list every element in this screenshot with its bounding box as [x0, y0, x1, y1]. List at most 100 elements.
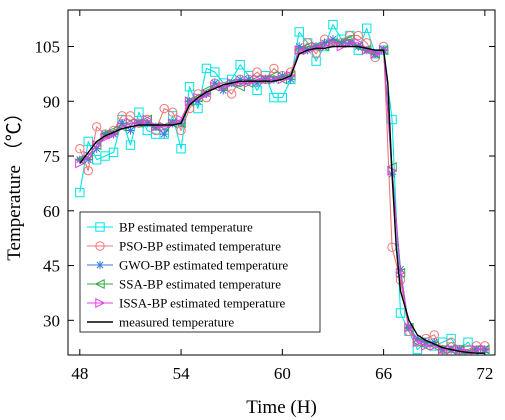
series-layer [74, 19, 491, 355]
legend-item: ISSA-BP estimated temperature [87, 296, 286, 311]
series-3-point [210, 78, 220, 88]
series-1-point [328, 19, 338, 30]
series-1-point [311, 56, 321, 66]
series-5-point [286, 70, 297, 81]
series-1-point [108, 147, 119, 158]
legend: BP estimated temperature PSO-BP estimated… [79, 211, 321, 333]
plot-frame [67, 9, 496, 356]
series-1-point [235, 60, 245, 70]
series-2-point [83, 165, 93, 176]
series-3-point [75, 155, 85, 164]
series-1-point [277, 92, 288, 103]
legend-swatch-marker [95, 241, 105, 251]
series-2-point [269, 63, 279, 74]
series-5-point [294, 45, 305, 56]
legend-item: measured temperature [87, 315, 234, 330]
series-5-point [471, 344, 482, 355]
series-3-point [286, 75, 295, 84]
series-3-point [143, 118, 152, 128]
legend-item: GWO-BP estimated temperature [87, 258, 288, 273]
series-5-point [370, 48, 381, 59]
y-tick-label: 45 [43, 257, 60, 276]
series-3-point [160, 129, 169, 139]
series-3-point [278, 71, 287, 80]
series-5-point [91, 140, 103, 151]
series-2-point [125, 111, 136, 121]
series-1-point [463, 337, 473, 347]
series-1-point [395, 308, 406, 318]
series-2-point [227, 89, 237, 99]
y-axis-title: Temperature （℃） [3, 103, 25, 260]
series-3-point [252, 78, 262, 88]
series-5-point [345, 37, 356, 48]
series-5-point [75, 158, 86, 169]
x-tick-label: 72 [476, 364, 493, 383]
y-tick-label: 30 [43, 311, 60, 330]
series-5-point [446, 344, 457, 355]
series-5-point [227, 78, 238, 89]
series-1-point [176, 144, 186, 154]
series-3-point [295, 42, 304, 51]
series-3-point [421, 338, 431, 347]
series-5-point [404, 322, 415, 333]
series-6-line [79, 45, 485, 354]
legend-swatch-marker [94, 278, 105, 290]
x-tick-label: 60 [274, 364, 291, 383]
y-tick-label: 60 [43, 202, 60, 221]
series-5-point [395, 267, 406, 278]
legend-swatch-marker [95, 297, 106, 309]
legend-label: measured temperature [119, 315, 234, 330]
legend-item: BP estimated temperature [87, 220, 253, 235]
series-5-point [125, 118, 136, 129]
series-3-point [84, 155, 93, 164]
legend-swatch-marker [95, 260, 105, 270]
series-5-point [328, 37, 339, 48]
series-5-point [142, 114, 153, 125]
series-5-point [421, 340, 432, 351]
legend-label: SSA-BP estimated temperature [119, 277, 281, 292]
legend-label: BP estimated temperature [119, 220, 253, 235]
series-5-point [277, 74, 288, 85]
legend-label: ISSA-BP estimated temperature [119, 296, 286, 311]
legend-item: SSA-BP estimated temperature [87, 277, 281, 292]
series-3-point [193, 97, 203, 106]
series-3-point [117, 118, 127, 128]
series-3-point [430, 338, 439, 347]
series-1-point [125, 140, 136, 150]
series-1-line [79, 24, 483, 355]
series-2-point [75, 144, 85, 154]
legend-label: PSO-BP estimated temperature [119, 239, 281, 254]
y-tick-label: 105 [35, 38, 61, 57]
series-5-point [193, 92, 204, 103]
x-tick-label: 48 [71, 364, 88, 383]
x-tick-label: 54 [173, 364, 191, 383]
series-3-point [126, 126, 135, 135]
legend-label: GWO-BP estimated temperature [119, 258, 288, 273]
series-1-point [134, 107, 144, 117]
series-2-point [91, 122, 102, 132]
series-5-point [463, 348, 474, 355]
legend-item: PSO-BP estimated temperature [87, 239, 281, 254]
series-2-point [252, 67, 262, 77]
series-5-point [480, 344, 491, 355]
x-axis-title: Time (H) [246, 397, 317, 418]
series-3-point [92, 144, 101, 153]
series-3-point [413, 334, 422, 343]
series-5-point [184, 96, 195, 107]
series-3-point [328, 35, 338, 44]
series-1-point [75, 187, 85, 198]
series-6 [79, 45, 485, 354]
series-5-point [83, 151, 94, 162]
series-3-point [219, 86, 228, 95]
series-2-point [167, 107, 178, 117]
series-1-point [294, 27, 304, 37]
series-1-point [210, 67, 220, 77]
y-tick-label: 90 [43, 92, 60, 111]
legend-box [79, 211, 321, 333]
series-1-point [184, 81, 195, 92]
series-3-point [244, 75, 253, 84]
series-5-point [412, 337, 423, 348]
series-3-point [320, 38, 329, 48]
series-1-point [362, 23, 372, 33]
